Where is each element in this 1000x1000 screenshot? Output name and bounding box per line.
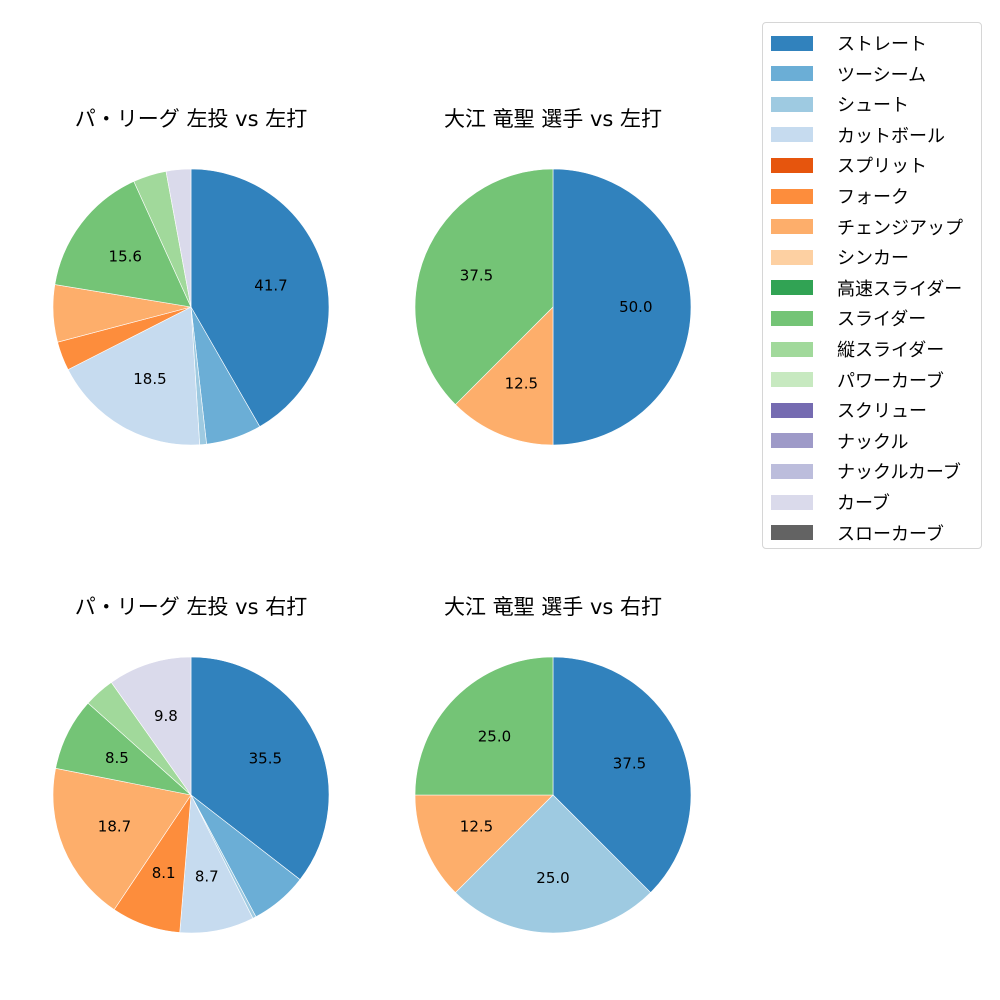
pie-slice bbox=[110, 656, 192, 796]
legend-swatch bbox=[771, 433, 813, 449]
legend-swatch bbox=[771, 249, 813, 265]
slice-value-label: 35.5 bbox=[249, 750, 282, 768]
slice-value-label: 25.0 bbox=[536, 869, 569, 887]
legend-label: スローカーブ bbox=[837, 523, 944, 545]
legend-swatch bbox=[771, 127, 813, 143]
legend-item: カットボール bbox=[771, 124, 945, 147]
legend-item: スライダー bbox=[771, 307, 927, 331]
pie-chart-player-vs-right: 37.5 25.0 12.5 25.0 bbox=[414, 656, 692, 934]
legend-label: ナックルカーブ bbox=[837, 462, 961, 484]
pie-slice bbox=[454, 306, 554, 446]
slice-value-label: 15.6 bbox=[109, 248, 142, 266]
legend-swatch bbox=[771, 494, 813, 510]
chart-title-player-vs-left: 大江 竜聖 選手 vs 左打 bbox=[443, 107, 663, 131]
legend-item: シンカー bbox=[771, 246, 909, 270]
legend-item: スプリット bbox=[771, 154, 927, 178]
legend-swatch bbox=[771, 341, 813, 357]
legend-label: スライダー bbox=[837, 309, 927, 331]
slice-value-label: 9.8 bbox=[154, 707, 178, 725]
slice-value-label: 50.0 bbox=[619, 298, 652, 316]
legend-label: カットボール bbox=[837, 125, 945, 147]
legend-label: シュート bbox=[837, 95, 909, 117]
pie-slice bbox=[165, 168, 192, 308]
legend-label: シンカー bbox=[837, 248, 909, 270]
legend-label: パワーカーブ bbox=[837, 370, 944, 392]
pie-slice bbox=[67, 306, 200, 446]
legend-item: パワーカーブ bbox=[771, 369, 944, 392]
legend-label: スプリット bbox=[837, 156, 927, 178]
legend-swatch bbox=[771, 372, 813, 388]
legend-item: シュート bbox=[771, 93, 909, 117]
legend-label: 縦スライダー bbox=[837, 340, 945, 361]
legend-item: スローカーブ bbox=[771, 522, 944, 545]
legend-swatch bbox=[771, 463, 813, 479]
legend-swatch bbox=[771, 310, 813, 326]
slice-value-label: 37.5 bbox=[460, 266, 493, 284]
slice-value-label: 8.5 bbox=[105, 749, 129, 767]
legend-swatch bbox=[771, 280, 813, 296]
pie-slice bbox=[52, 767, 192, 911]
pie-slice bbox=[190, 168, 330, 428]
legend-swatch bbox=[771, 402, 813, 418]
legend-label: ツーシーム bbox=[837, 64, 927, 86]
legend: ストレートツーシームシュートカットボール スプリットフォークチェンジアップ シンカー… bbox=[762, 22, 982, 549]
slice-value-label: 41.7 bbox=[254, 277, 287, 295]
pie-slice bbox=[190, 656, 330, 881]
slice-value-label: 12.5 bbox=[460, 818, 493, 836]
pie-slice bbox=[414, 794, 554, 894]
pie-slice bbox=[552, 168, 692, 446]
slice-value-label: 37.5 bbox=[613, 754, 646, 772]
pie-slice bbox=[414, 656, 554, 796]
legend-item: 縦スライダー bbox=[771, 338, 945, 361]
pie-slice bbox=[414, 168, 554, 406]
legend-label: カーブ bbox=[837, 493, 890, 514]
legend-swatch bbox=[771, 525, 813, 541]
legend-swatch bbox=[771, 188, 813, 204]
legend-item: ナックル bbox=[771, 430, 909, 453]
legend-item: ストレート bbox=[771, 32, 927, 55]
pie-chart-league-vs-left: 41.7 18.5 15.6 bbox=[52, 168, 330, 446]
slice-value-label: 8.1 bbox=[152, 864, 176, 882]
legend-swatch bbox=[771, 157, 813, 173]
legend-label: チェンジアップ bbox=[837, 217, 963, 239]
slice-value-label: 18.7 bbox=[98, 818, 131, 836]
legend-item: ツーシーム bbox=[771, 63, 927, 86]
chart-title-player-vs-right: 大江 竜聖 選手 vs 右打 bbox=[443, 595, 663, 619]
pie-slice bbox=[54, 181, 192, 308]
legend-item: チェンジアップ bbox=[771, 216, 963, 239]
legend-item: 高速スライダー bbox=[771, 277, 963, 300]
pie-chart-player-vs-left: 50.0 12.5 37.5 bbox=[414, 168, 692, 446]
slice-value-label: 8.7 bbox=[195, 867, 219, 885]
legend-swatch bbox=[771, 66, 813, 82]
pie-slice bbox=[454, 794, 652, 934]
legend-label: 高速スライダー bbox=[837, 278, 963, 300]
legend-item: カーブ bbox=[771, 491, 890, 514]
legend-item: フォーク bbox=[771, 185, 909, 208]
legend-swatch bbox=[771, 219, 813, 235]
legend-item: ナックルカーブ bbox=[771, 460, 961, 484]
pie-chart-league-vs-right: 35.5 8.7 8.1 18.7 8.5 9.8 bbox=[52, 656, 330, 934]
legend-swatch bbox=[771, 35, 813, 51]
slice-value-label: 12.5 bbox=[505, 374, 538, 392]
legend-swatch bbox=[771, 96, 813, 112]
legend-item: スクリュー bbox=[771, 399, 927, 423]
slice-value-label: 18.5 bbox=[133, 370, 166, 388]
legend-label: フォーク bbox=[837, 187, 909, 208]
chart-title-league-vs-left: パ・リーグ 左投 vs 左打 bbox=[74, 107, 308, 131]
slice-value-label: 25.0 bbox=[478, 727, 511, 745]
legend-label: ナックル bbox=[837, 431, 909, 453]
legend-label: スクリュー bbox=[837, 401, 927, 423]
legend-label: ストレート bbox=[837, 34, 927, 55]
pie-slice bbox=[552, 656, 692, 894]
chart-title-league-vs-right: パ・リーグ 左投 vs 右打 bbox=[74, 595, 308, 619]
